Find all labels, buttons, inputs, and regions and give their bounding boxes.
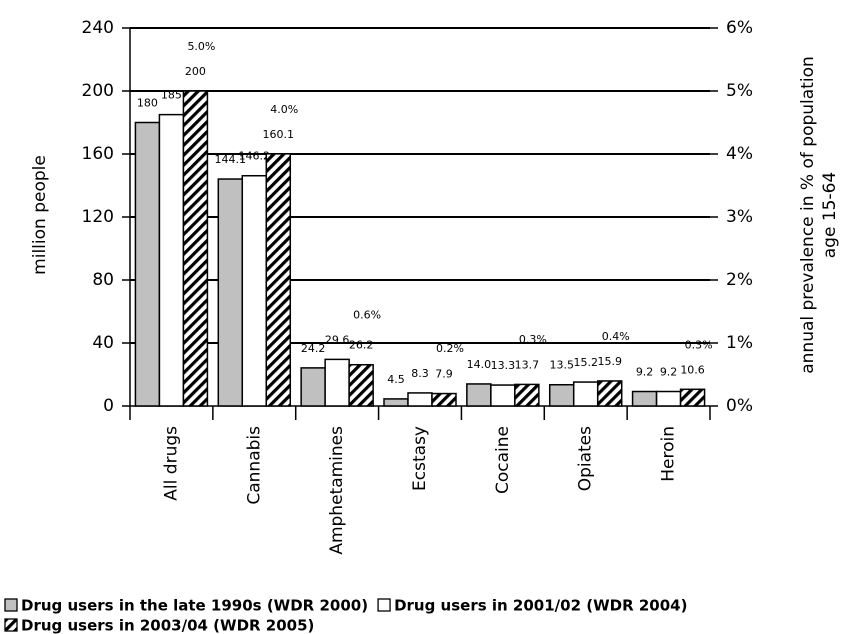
value-label: 4.5 xyxy=(387,373,405,386)
y-tick-label: 160 xyxy=(82,144,114,164)
x-tick-label: Ecstasy xyxy=(410,426,430,491)
value-label: 14.0 xyxy=(467,358,492,371)
value-label: 200 xyxy=(185,65,206,78)
bar xyxy=(679,388,706,407)
prevalence-label: 0.4% xyxy=(602,330,630,343)
y-tick-label: 40 xyxy=(92,333,114,353)
bar xyxy=(655,390,682,407)
bar xyxy=(596,380,623,407)
prevalence-label: 0.6% xyxy=(353,308,381,321)
bar xyxy=(265,153,292,407)
prevalence-label: 0.3% xyxy=(519,333,547,346)
y-tick-label: 0 xyxy=(103,396,114,416)
value-label: 29.6 xyxy=(325,333,350,346)
bar xyxy=(134,121,161,407)
value-label: 15.2 xyxy=(573,356,598,369)
value-label: 144.1 xyxy=(215,153,247,166)
bar xyxy=(631,390,658,407)
prevalence-label: 5.0% xyxy=(187,40,215,53)
bar xyxy=(514,383,540,407)
y-tick-label: 240 xyxy=(82,18,114,38)
bar xyxy=(407,392,433,407)
legend-label: Drug users in 2003/04 (WDR 2005) xyxy=(21,617,314,634)
prevalence-label: 4.0% xyxy=(270,103,298,116)
y2-tick-label: 5% xyxy=(726,81,753,101)
x-tick-label: Cannabis xyxy=(244,426,264,505)
y2-tick-label: 2% xyxy=(726,270,753,290)
value-label: 7.9 xyxy=(435,368,453,381)
x-tick-label: All drugs xyxy=(161,426,181,501)
bar xyxy=(158,113,185,407)
bar xyxy=(572,381,599,407)
value-label: 13.3 xyxy=(491,359,516,372)
y2-tick-label: 4% xyxy=(726,144,753,164)
bar xyxy=(383,398,409,407)
legend-swatch xyxy=(4,618,18,632)
legend-label: Drug users in the late 1990s (WDR 2000) xyxy=(21,597,368,615)
value-label: 180 xyxy=(137,97,158,110)
value-label: 15.9 xyxy=(597,355,622,368)
y2-axis-label: age 15-64 xyxy=(820,172,840,258)
y2-tick-label: 3% xyxy=(726,207,753,227)
bar xyxy=(431,392,457,407)
bar xyxy=(241,174,268,407)
bar xyxy=(217,178,244,407)
x-tick-label: Amphetamines xyxy=(327,426,347,555)
x-tick-label: Heroin xyxy=(659,426,679,482)
y2-tick-label: 1% xyxy=(726,333,753,353)
y-tick-label: 80 xyxy=(92,270,114,290)
bar xyxy=(466,383,492,407)
y2-tick-label: 6% xyxy=(726,18,753,38)
bar xyxy=(300,367,326,407)
bar xyxy=(324,358,350,407)
value-label: 8.3 xyxy=(411,367,429,380)
prevalence-label: 0.3% xyxy=(685,338,713,351)
value-label: 13.5 xyxy=(549,359,574,372)
value-label: 185 xyxy=(161,89,182,102)
y-axis-label: million people xyxy=(30,155,50,275)
legend-swatch xyxy=(4,598,18,612)
value-label: 13.7 xyxy=(515,358,540,371)
value-label: 26.2 xyxy=(349,339,374,352)
y-tick-label: 200 xyxy=(82,81,114,101)
value-label: 9.2 xyxy=(660,366,678,379)
bar xyxy=(490,384,516,407)
bar xyxy=(548,383,575,407)
value-label: 24.2 xyxy=(301,342,326,355)
x-tick-label: Cocaine xyxy=(493,426,513,494)
bar xyxy=(182,90,209,407)
y-tick-label: 120 xyxy=(82,207,114,227)
x-tick-label: Opiates xyxy=(576,426,596,491)
value-label: 160.1 xyxy=(263,128,295,141)
value-label: 9.2 xyxy=(636,366,654,379)
bar xyxy=(348,363,374,407)
value-label: 146.2 xyxy=(239,150,271,163)
legend-swatch xyxy=(377,598,391,612)
y2-axis-label: annual prevalence in % of population xyxy=(798,56,818,374)
value-label: 10.6 xyxy=(680,363,705,376)
y2-tick-label: 0% xyxy=(726,396,753,416)
prevalence-label: 0.2% xyxy=(436,342,464,355)
legend-label: Drug users in 2001/02 (WDR 2004) xyxy=(394,597,687,615)
